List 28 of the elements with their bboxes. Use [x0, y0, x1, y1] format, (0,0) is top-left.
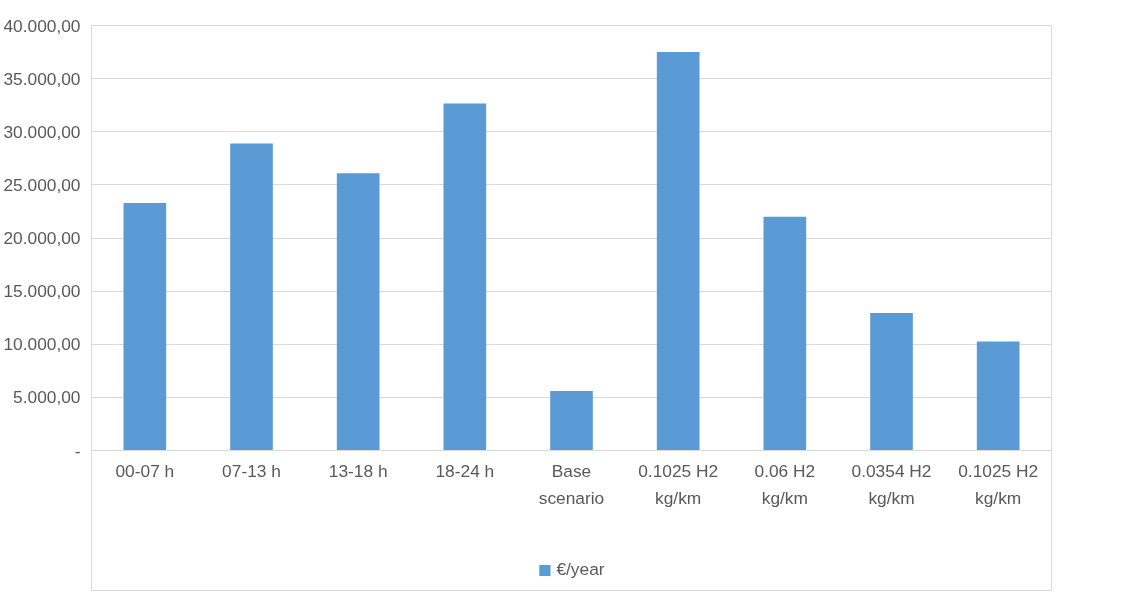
y-tick-label: 10.000,00: [3, 334, 81, 355]
x-tick-label: 0.1025 H2 kg/km: [958, 460, 1039, 508]
x-tick-label: 0.1025 H2 kg/km: [638, 460, 719, 508]
x-tick-label: 18-24 h: [435, 460, 495, 481]
y-tick-label: 25.000,00: [3, 174, 81, 195]
x-tick-label: 0.0354 H2 kg/km: [851, 460, 932, 508]
bar: [870, 312, 913, 451]
y-tick-label: 15.000,00: [3, 281, 81, 302]
y-tick-label: 35.000,00: [3, 68, 81, 89]
y-tick-label: -: [74, 440, 81, 461]
x-tick-label: Base scenario: [538, 460, 605, 508]
legend-label: €/year: [556, 559, 605, 580]
bar: [550, 391, 593, 451]
x-tick-label: 0.06 H2 kg/km: [754, 460, 816, 508]
bar: [230, 143, 273, 451]
bar: [123, 202, 167, 451]
x-tick-label: 00-07 h: [115, 460, 175, 481]
y-tick-label: 30.000,00: [3, 121, 81, 142]
bar: [443, 103, 487, 451]
x-tick-label: 07-13 h: [222, 460, 281, 481]
y-tick-label: 20.000,00: [3, 228, 81, 248]
bar: [976, 341, 1020, 451]
bar: [656, 52, 700, 451]
y-tick-label: 40.000,00: [3, 15, 81, 36]
x-tick-label: 13-18 h: [328, 460, 388, 481]
bar: [763, 216, 807, 451]
bar: [336, 173, 380, 451]
y-tick-label: 5.000,00: [13, 387, 81, 408]
